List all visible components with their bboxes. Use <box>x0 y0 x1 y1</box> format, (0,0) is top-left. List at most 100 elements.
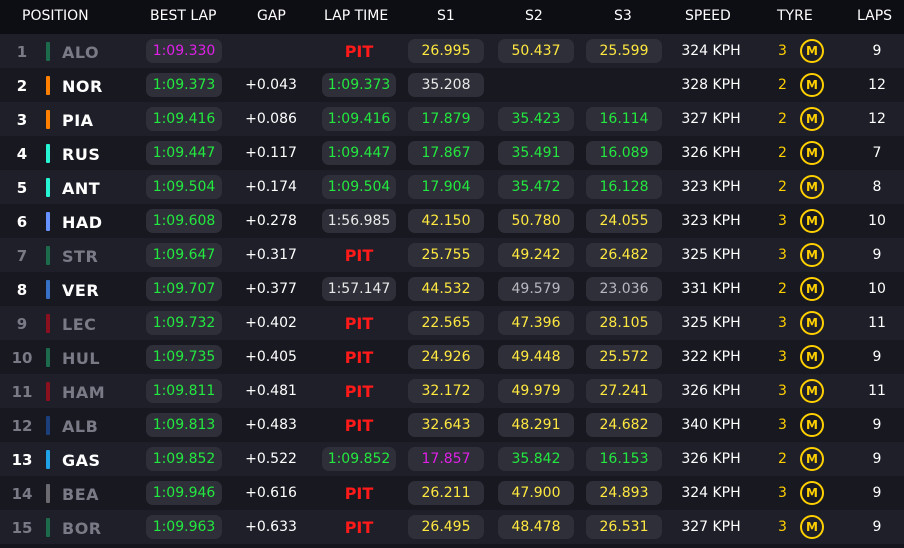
speed-trap: 328 KPH <box>681 77 741 93</box>
lap-count: 9 <box>872 43 882 59</box>
tyre-age: 3 <box>778 349 787 365</box>
last-lap-time: 1:57.147 <box>322 277 396 301</box>
header-s1[interactable]: S1 <box>437 8 455 24</box>
gap-to-leader: +0.117 <box>245 145 297 161</box>
driver-rows: 1 ALO 1:09.330 PIT 26.995 50.437 25.599 324 KPH… <box>0 34 904 544</box>
speed-trap: 325 KPH <box>681 315 741 331</box>
sector-s1-time: 26.495 <box>408 515 484 539</box>
driver-code: RUS <box>62 145 101 164</box>
lap-count: 10 <box>868 213 886 229</box>
position-number: 8 <box>16 281 28 299</box>
driver-row[interactable]: 2 NOR 1:09.373 +0.043 1:09.373 35.208 328 KPH 2… <box>0 68 904 102</box>
tyre-medium-icon: M <box>800 277 824 301</box>
pit-status: PIT <box>344 42 374 61</box>
sector-s3-time: 26.482 <box>586 243 662 267</box>
header-lap-time[interactable]: LAP TIME <box>324 8 389 24</box>
lap-count: 9 <box>872 349 882 365</box>
header-laps[interactable]: LAPS <box>857 8 893 24</box>
driver-row[interactable]: 3 PIA 1:09.416 +0.086 1:09.416 17.879 35.423 16… <box>0 102 904 136</box>
speed-trap: 323 KPH <box>681 179 741 195</box>
gap-to-leader: +0.616 <box>245 485 297 501</box>
best-lap-time: 1:09.330 <box>146 39 222 63</box>
pit-status: PIT <box>344 348 374 367</box>
position-number: 4 <box>16 145 28 163</box>
position-number: 13 <box>11 451 33 469</box>
speed-trap: 326 KPH <box>681 451 741 467</box>
best-lap-time: 1:09.504 <box>146 175 222 199</box>
driver-row[interactable]: 10 HUL 1:09.735 +0.405 PIT 24.926 49.448 25.572… <box>0 340 904 374</box>
lap-count: 7 <box>872 145 882 161</box>
team-color-bar <box>46 518 50 537</box>
header-tyre[interactable]: TYRE <box>777 8 813 24</box>
tyre-age: 3 <box>778 315 787 331</box>
driver-code: BOR <box>62 519 102 538</box>
sector-s2-time: 48.478 <box>498 515 574 539</box>
sector-s2-time: 35.491 <box>498 141 574 165</box>
position-number: 2 <box>16 77 28 95</box>
header-best-lap[interactable]: BEST LAP <box>150 8 217 24</box>
gap-to-leader: +0.174 <box>245 179 297 195</box>
lap-count: 10 <box>868 281 886 297</box>
sector-s1-time: 32.172 <box>408 379 484 403</box>
driver-row[interactable]: 9 LEC 1:09.732 +0.402 PIT 22.565 47.396 28.105 3… <box>0 306 904 340</box>
sector-s2-time: 49.979 <box>498 379 574 403</box>
best-lap-time: 1:09.647 <box>146 243 222 267</box>
lap-count: 8 <box>872 179 882 195</box>
team-color-bar <box>46 246 50 265</box>
sector-s1-time: 24.926 <box>408 345 484 369</box>
team-color-bar <box>46 382 50 401</box>
sector-s2-time: 49.242 <box>498 243 574 267</box>
sector-s1-time: 25.755 <box>408 243 484 267</box>
sector-s2-time: 49.448 <box>498 345 574 369</box>
team-color-bar <box>46 144 50 163</box>
tyre-age: 2 <box>778 451 787 467</box>
sector-s2-time: 50.780 <box>498 209 574 233</box>
driver-row[interactable]: 8 VER 1:09.707 +0.377 1:57.147 44.532 49.579 23… <box>0 272 904 306</box>
position-number: 15 <box>11 519 33 537</box>
header-s2[interactable]: S2 <box>525 8 543 24</box>
header-s3[interactable]: S3 <box>614 8 632 24</box>
pit-status: PIT <box>344 382 374 401</box>
driver-code: LEC <box>62 315 97 334</box>
driver-row[interactable]: 15 BOR 1:09.963 +0.633 PIT 26.495 48.478 26.531… <box>0 510 904 544</box>
driver-code: PIA <box>62 111 94 130</box>
gap-to-leader: +0.483 <box>245 417 297 433</box>
lap-count: 11 <box>868 315 886 331</box>
best-lap-time: 1:09.416 <box>146 107 222 131</box>
speed-trap: 331 KPH <box>681 281 741 297</box>
driver-row[interactable]: 14 BEA 1:09.946 +0.616 PIT 26.211 47.900 24.893… <box>0 476 904 510</box>
tyre-medium-icon: M <box>800 73 824 97</box>
sector-s1-time: 35.208 <box>408 73 484 97</box>
position-number: 11 <box>11 383 33 401</box>
sector-s3-time: 16.153 <box>586 447 662 471</box>
tyre-age: 2 <box>778 281 787 297</box>
sector-s3-time: 26.531 <box>586 515 662 539</box>
sector-s2-time: 47.900 <box>498 481 574 505</box>
driver-row[interactable]: 12 ALB 1:09.813 +0.483 PIT 32.643 48.291 24.682… <box>0 408 904 442</box>
driver-row[interactable]: 1 ALO 1:09.330 PIT 26.995 50.437 25.599 324 KPH… <box>0 34 904 68</box>
driver-row[interactable]: 11 HAM 1:09.811 +0.481 PIT 32.172 49.979 27.241… <box>0 374 904 408</box>
driver-row[interactable]: 7 STR 1:09.647 +0.317 PIT 25.755 49.242 26.482 3… <box>0 238 904 272</box>
gap-to-leader: +0.522 <box>245 451 297 467</box>
sector-s2-time: 50.437 <box>498 39 574 63</box>
last-lap-time: 1:09.852 <box>322 447 396 471</box>
driver-code: ALO <box>62 43 100 62</box>
sector-s1-time: 44.532 <box>408 277 484 301</box>
tyre-age: 2 <box>778 77 787 93</box>
driver-code: HAD <box>62 213 103 232</box>
tyre-medium-icon: M <box>800 175 824 199</box>
header-speed[interactable]: SPEED <box>685 8 731 24</box>
driver-row[interactable]: 4 RUS 1:09.447 +0.117 1:09.447 17.867 35.491 16… <box>0 136 904 170</box>
driver-row[interactable]: 5 ANT 1:09.504 +0.174 1:09.504 17.904 35.472 16… <box>0 170 904 204</box>
best-lap-time: 1:09.852 <box>146 447 222 471</box>
position-number: 14 <box>11 485 33 503</box>
tyre-medium-icon: M <box>800 243 824 267</box>
driver-code: HAM <box>62 383 106 402</box>
header-position[interactable]: POSITION <box>22 8 89 24</box>
driver-row[interactable]: 13 GAS 1:09.852 +0.522 1:09.852 17.857 35.842 1… <box>0 442 904 476</box>
position-number: 9 <box>16 315 28 333</box>
driver-row[interactable]: 6 HAD 1:09.608 +0.278 1:56.985 42.150 50.780 24… <box>0 204 904 238</box>
lap-count: 12 <box>868 77 886 93</box>
header-gap[interactable]: GAP <box>257 8 286 24</box>
